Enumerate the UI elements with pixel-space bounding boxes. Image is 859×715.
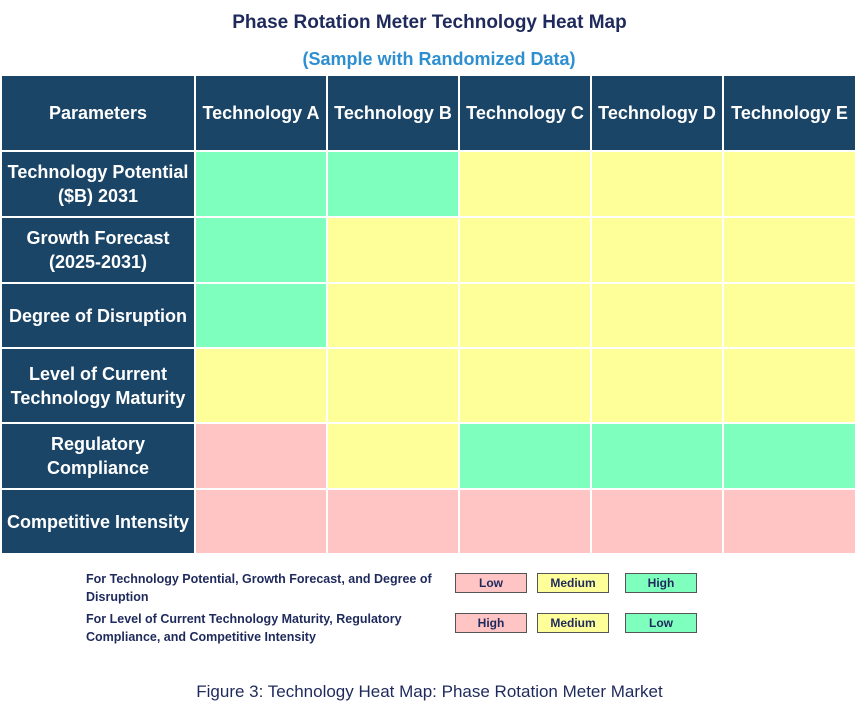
heat-cell bbox=[460, 284, 592, 349]
heat-cell bbox=[328, 218, 460, 284]
heat-cell bbox=[724, 218, 857, 284]
heat-cell bbox=[196, 152, 328, 218]
row-label: Growth Forecast (2025-2031) bbox=[2, 218, 196, 284]
heat-cell bbox=[460, 349, 592, 424]
heat-cell bbox=[328, 349, 460, 424]
subtitle: (Sample with Randomized Data) bbox=[302, 49, 576, 69]
legend-key: Medium bbox=[537, 613, 609, 633]
heat-cell bbox=[724, 424, 857, 490]
column-header: Technology E bbox=[724, 76, 857, 152]
legend-key: Medium bbox=[537, 573, 609, 593]
heat-cell bbox=[196, 218, 328, 284]
caption: Figure 3: Technology Heat Map: Phase Rot… bbox=[196, 682, 663, 701]
legend-key: Low bbox=[625, 613, 697, 633]
heat-cell bbox=[328, 424, 460, 490]
heat-cell bbox=[724, 490, 857, 555]
title: Phase Rotation Meter Technology Heat Map bbox=[232, 12, 627, 33]
heat-cell bbox=[460, 490, 592, 555]
heat-cell bbox=[592, 424, 724, 490]
column-header: Technology B bbox=[328, 76, 460, 152]
heat-cell bbox=[724, 152, 857, 218]
row-label: Technology Potential ($B) 2031 bbox=[2, 152, 196, 218]
heat-cell bbox=[460, 424, 592, 490]
heat-cell bbox=[196, 490, 328, 555]
heat-cell bbox=[328, 152, 460, 218]
heat-cell bbox=[460, 218, 592, 284]
heat-cell bbox=[592, 218, 724, 284]
legend-key: High bbox=[455, 613, 527, 633]
row-label: Degree of Disruption bbox=[2, 284, 196, 349]
heat-cell bbox=[592, 284, 724, 349]
heat-cell bbox=[724, 284, 857, 349]
legend-key: Low bbox=[455, 573, 527, 593]
heat-cell bbox=[328, 490, 460, 555]
row-label: Competitive Intensity bbox=[2, 490, 196, 555]
heat-cell bbox=[196, 349, 328, 424]
heat-cell bbox=[724, 349, 857, 424]
heat-cell bbox=[592, 490, 724, 555]
column-header: Technology C bbox=[460, 76, 592, 152]
legend-key: High bbox=[625, 573, 697, 593]
heat-cell bbox=[196, 424, 328, 490]
heat-cell bbox=[328, 284, 460, 349]
heat-cell bbox=[592, 152, 724, 218]
row-label: Regulatory Compliance bbox=[2, 424, 196, 490]
column-header: Technology A bbox=[196, 76, 328, 152]
heat-cell bbox=[460, 152, 592, 218]
legend-text: For Technology Potential, Growth Forecas… bbox=[86, 572, 432, 604]
legend-text: For Level of Current Technology Maturity… bbox=[86, 612, 402, 644]
heat-cell bbox=[196, 284, 328, 349]
heat-cell bbox=[592, 349, 724, 424]
column-header: Parameters bbox=[2, 76, 196, 152]
column-header: Technology D bbox=[592, 76, 724, 152]
row-label: Level of Current Technology Maturity bbox=[2, 349, 196, 424]
